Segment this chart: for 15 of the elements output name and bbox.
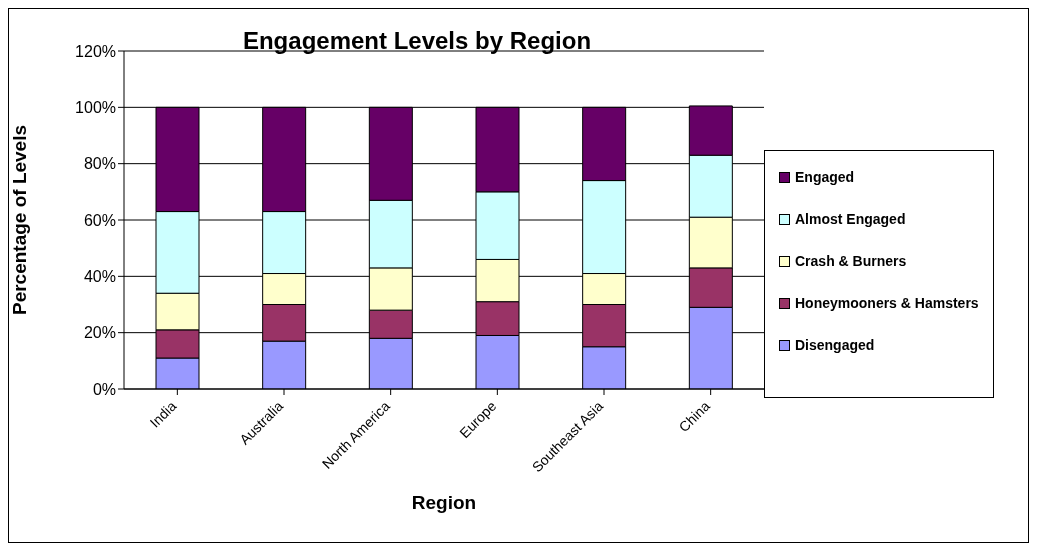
legend-label: Almost Engaged	[795, 211, 906, 227]
legend-label: Honeymooners & Hamsters	[795, 295, 979, 311]
y-tick-label: 60%	[83, 211, 116, 229]
y-tick-label: 80%	[83, 155, 116, 173]
y-axis-title: Percentage of Levels	[8, 124, 30, 316]
legend-label: Disengaged	[795, 337, 875, 353]
chart-title: Engagement Levels by Region	[241, 27, 593, 55]
legend-label: Crash & Burners	[795, 253, 907, 269]
y-tick-label: 100%	[75, 99, 116, 117]
y-tick-label: 120%	[75, 42, 116, 60]
y-tick-label: 20%	[83, 324, 116, 342]
y-tick-label: 40%	[83, 268, 116, 286]
x-axis-title: Region	[411, 492, 477, 513]
y-tick-label: 0%	[92, 380, 116, 398]
legend-label: Engaged	[795, 169, 855, 185]
